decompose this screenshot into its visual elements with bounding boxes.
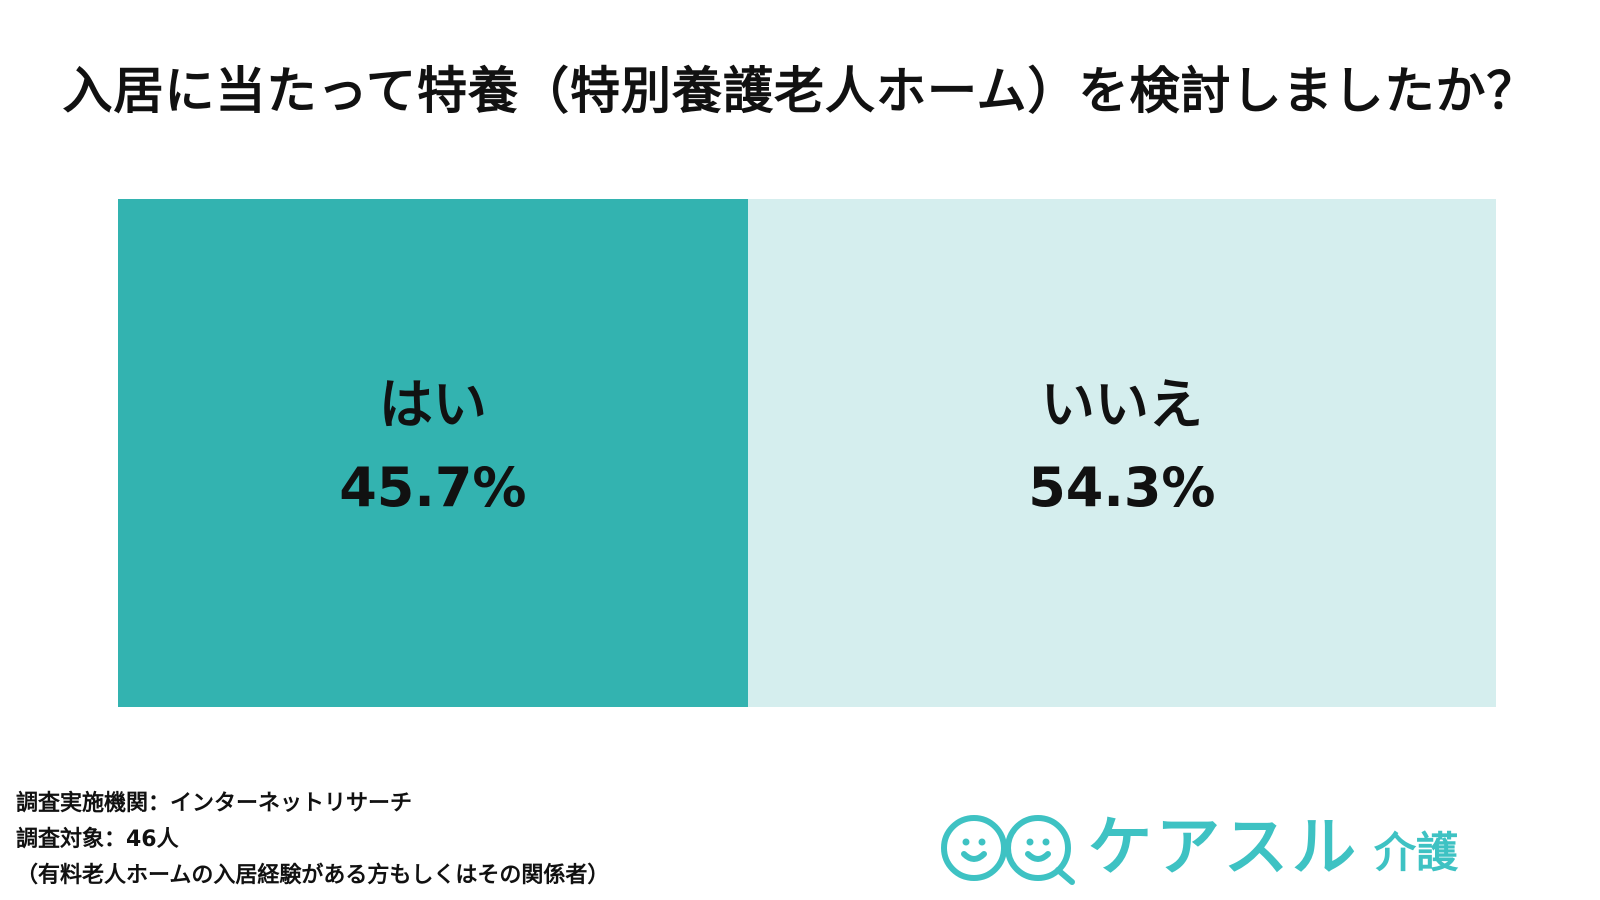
care-suru-logo: ケアスル 介護 (938, 808, 1458, 888)
chart-title: 入居に当たって特養（特別養護老人ホーム）を検討しましたか？ (62, 62, 1538, 120)
segment-category-label: いいえ (1040, 373, 1203, 436)
survey-respondents-note: （有料老人ホームの入居経験がある方もしくはその関係者） (16, 863, 610, 888)
logo-text: ケアスル (1088, 811, 1360, 885)
survey-organization: 調査実施機関：インターネットリサーチ (16, 791, 413, 816)
bar-segment-no: いいえ 54.3% (747, 199, 1496, 707)
survey-respondents: 調査対象：46人 (16, 827, 179, 852)
logo-subtext: 介護 (1374, 828, 1459, 877)
segment-value-label: 54.3% (1028, 456, 1216, 519)
bar-segment-yes: はい 45.7% (118, 199, 748, 707)
smiling-faces-logo-icon (941, 815, 1075, 885)
segment-value-label: 45.7% (339, 456, 527, 519)
segment-category-label: はい (378, 373, 487, 436)
stacked-percentage-bar: はい 45.7% いいえ 54.3% (118, 199, 1496, 707)
survey-footnote: 調査実施機関：インターネットリサーチ 調査対象：46人 （有料老人ホームの入居経… (16, 786, 609, 894)
